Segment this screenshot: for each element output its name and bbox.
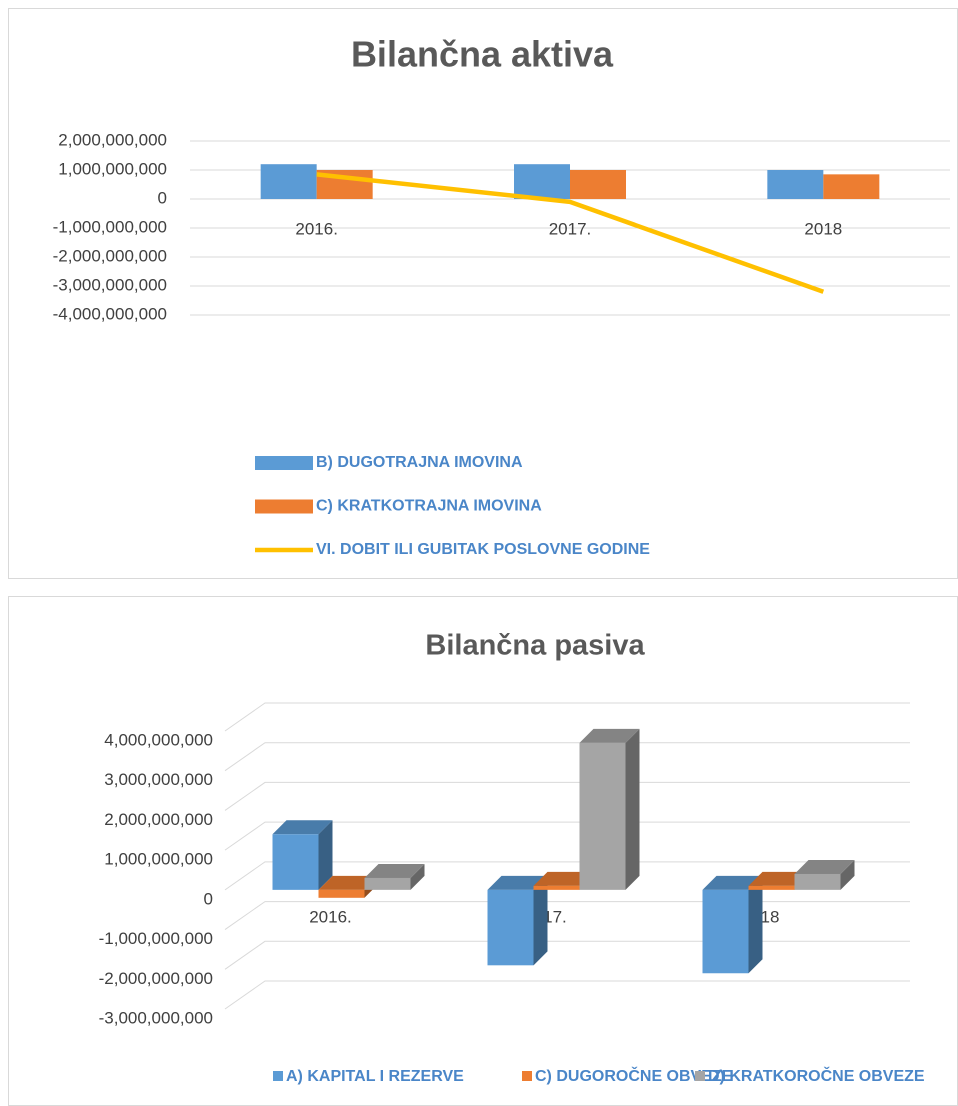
- bar: [570, 170, 626, 199]
- x-tick-label: 2017.: [549, 219, 592, 238]
- bar-top: [272, 820, 333, 835]
- x-tick-label: 2018: [804, 219, 842, 238]
- bar-top: [487, 875, 548, 890]
- bar: [748, 885, 795, 890]
- grid-line: [224, 861, 910, 891]
- bar: [702, 889, 749, 974]
- y-tick-label: 0: [204, 889, 213, 908]
- y-tick-label: 2,000,000,000: [104, 810, 213, 829]
- y-tick-label: 4,000,000,000: [104, 730, 213, 749]
- bar-top: [318, 875, 379, 890]
- grid-line: [224, 781, 910, 811]
- bar: [533, 885, 580, 890]
- grid-line: [224, 901, 910, 930]
- y-tick-label: 3,000,000,000: [104, 770, 213, 789]
- chart-frame: [8, 596, 958, 1106]
- y-tick-label: -3,000,000,000: [53, 275, 167, 294]
- legend-label: A) KAPITAL I REZERVE: [286, 1068, 464, 1085]
- legend-swatch: [255, 499, 313, 514]
- bar-side: [318, 820, 333, 890]
- legend-label: D) KRATKOROČNE OBVEZE: [708, 1066, 925, 1085]
- legend-label: C) KRATKOTRAJNA IMOVINA: [316, 498, 542, 515]
- bar-side: [840, 859, 855, 890]
- bar: [579, 742, 626, 890]
- grid-line: [224, 980, 910, 1010]
- bar-top: [794, 859, 855, 874]
- y-tick-label: -2,000,000,000: [99, 969, 213, 988]
- y-tick-label: 0: [158, 188, 167, 207]
- y-tick-label: -1,000,000,000: [99, 929, 213, 948]
- legend-swatch: [695, 1071, 705, 1081]
- bar: [272, 834, 319, 890]
- y-tick-label: -1,000,000,000: [53, 217, 167, 236]
- bar-top: [702, 875, 763, 890]
- legend-label: B) DUGOTRAJNA IMOVINA: [316, 454, 523, 471]
- bar: [823, 174, 880, 199]
- bar: [794, 873, 841, 890]
- legend-swatch: [522, 1071, 532, 1081]
- legend-swatch: [273, 1071, 283, 1081]
- legend-swatch: [255, 456, 313, 470]
- chart-title: Bilančna aktiva: [351, 34, 614, 75]
- y-tick-label: -3,000,000,000: [99, 1008, 213, 1027]
- bar: [487, 889, 534, 966]
- chart-title: Bilančna pasiva: [425, 630, 645, 662]
- line-series: [316, 172, 825, 294]
- chart-frame: [8, 8, 958, 579]
- legend-label: VI. DOBIT ILI GUBITAK POSLOVNE GODINE: [316, 541, 650, 558]
- bar-side: [748, 875, 763, 974]
- bar-side: [410, 863, 425, 890]
- x-tick-label: 2016.: [309, 907, 352, 926]
- bar-side: [533, 875, 548, 966]
- y-tick-label: -2,000,000,000: [53, 246, 167, 265]
- bar-top: [533, 871, 594, 886]
- grid-line: [224, 702, 910, 732]
- x-tick-label: 2016.: [295, 219, 338, 238]
- grid-line: [224, 821, 910, 851]
- bar-top: [748, 871, 809, 886]
- y-tick-label: 2,000,000,000: [58, 130, 167, 149]
- y-tick-label: 1,000,000,000: [58, 159, 167, 178]
- bar: [364, 877, 411, 890]
- bar: [318, 889, 365, 898]
- legend-label: C) DUGOROČNE OBVEZE: [535, 1066, 733, 1085]
- bar: [514, 164, 570, 199]
- bar-top: [579, 728, 640, 743]
- y-tick-label: -4,000,000,000: [53, 304, 167, 323]
- bar: [260, 164, 317, 199]
- bar-top: [364, 863, 425, 878]
- grid-line: [224, 742, 910, 772]
- bar: [767, 170, 824, 199]
- y-tick-label: 1,000,000,000: [104, 850, 213, 869]
- bar-side: [625, 728, 640, 890]
- grid-line: [224, 940, 910, 970]
